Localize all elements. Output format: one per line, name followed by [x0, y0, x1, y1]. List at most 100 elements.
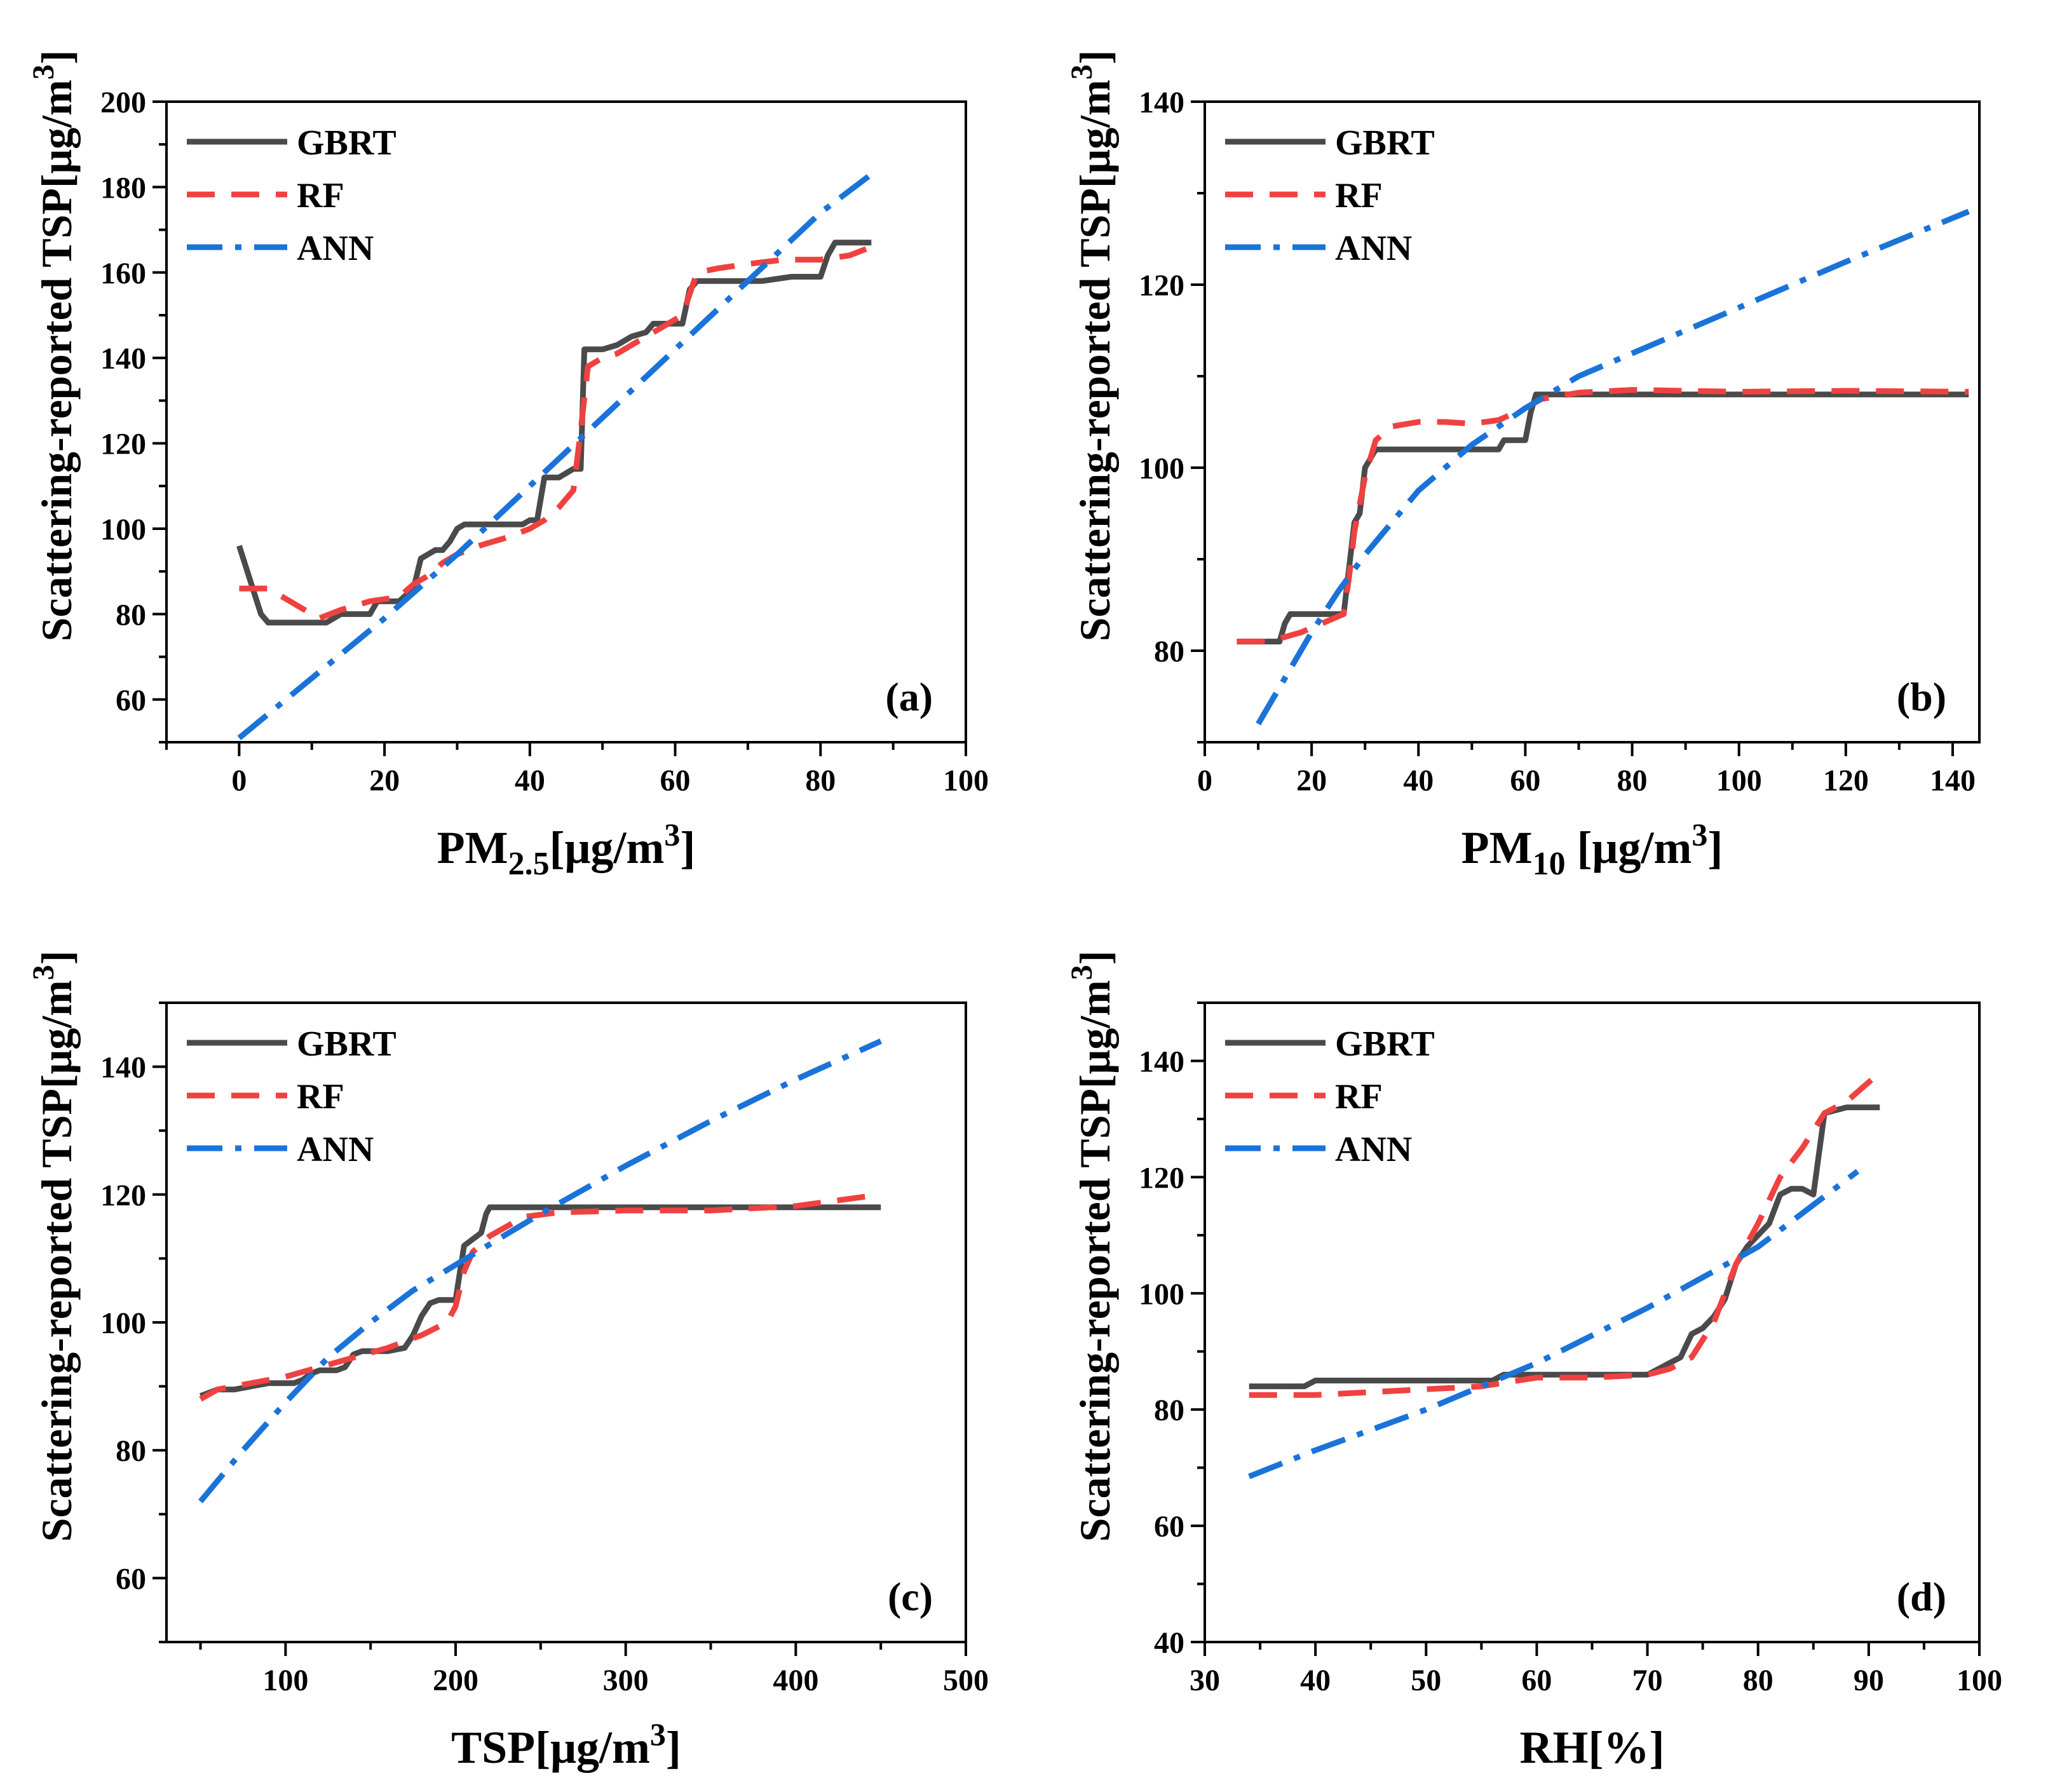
y-tick-label: 60	[116, 684, 146, 717]
x-label-sup: 3	[650, 1716, 666, 1752]
x-tick-label: 140	[1930, 764, 1976, 798]
x-tick-label: 500	[943, 1664, 989, 1697]
legend-label-ann: ANN	[1335, 229, 1412, 268]
y-label-close: ]	[32, 50, 81, 65]
x-tick-label: 0	[231, 764, 247, 798]
series-line-gbrt	[199, 1204, 881, 1399]
legend-label-rf: RF	[297, 176, 344, 215]
panel-label: (b)	[1897, 674, 1946, 719]
y-axis-label: Scattering-reported TSP[μg/m3]	[1065, 50, 1119, 642]
x-axis-label: TSP[μg/m3]	[451, 1716, 681, 1773]
series-line-gbrt	[1249, 1104, 1880, 1390]
x-axis-label: PM10 [μg/m3]	[1461, 817, 1723, 882]
y-tick-label: 140	[100, 1051, 146, 1085]
legend-label-gbrt: GBRT	[1335, 1024, 1435, 1064]
legend-label-gbrt: GBRT	[297, 123, 397, 163]
x-tick-label: 200	[433, 1664, 478, 1697]
legend-label-rf: RF	[1335, 176, 1383, 215]
series-line-ann	[237, 172, 874, 740]
y-label-close: ]	[32, 951, 81, 965]
y-label-main: Scattering-reported TSP[μg/m	[1071, 79, 1119, 641]
y-tick-label: 180	[100, 171, 146, 205]
x-label-sub: 2.5	[508, 846, 550, 882]
series-line-rf	[199, 1191, 881, 1402]
legend-label-ann: ANN	[297, 229, 374, 268]
y-tick-label: 140	[1139, 86, 1184, 119]
x-axis-label: PM2.5[μg/m3]	[437, 817, 696, 882]
y-tick-label: 120	[1139, 1161, 1184, 1195]
legend-label-ann: ANN	[297, 1130, 374, 1169]
panel-label: (a)	[885, 674, 933, 719]
x-tick-label: 120	[1823, 764, 1869, 798]
x-tick-label: 40	[1300, 1664, 1331, 1697]
legend-label-gbrt: GBRT	[1335, 123, 1435, 163]
series-line-ann	[1256, 208, 1970, 726]
y-label-sup: 3	[1065, 965, 1099, 980]
x-tick-label: 50	[1411, 1664, 1441, 1697]
y-tick-label: 200	[100, 86, 146, 119]
x-tick-label: 80	[805, 764, 836, 798]
x-tick-label: 400	[773, 1664, 818, 1697]
x-label-unit: [μg/m	[1566, 822, 1692, 873]
x-label-main: RH[%]	[1520, 1722, 1665, 1773]
x-axis-label: RH[%]	[1520, 1722, 1665, 1773]
y-tick-label: 80	[1154, 635, 1184, 669]
x-label-sup: 3	[664, 817, 680, 852]
y-label-sup: 3	[27, 965, 60, 980]
panel-label: (d)	[1897, 1574, 1946, 1619]
y-tick-label: 100	[100, 513, 146, 546]
chart-panel-1: 0 20 40 60 80 100 120 140 80 100 120 140 GBRT RF ANN (b…	[1065, 50, 1981, 882]
y-tick-label: 60	[116, 1562, 146, 1596]
y-label-close: ]	[1071, 951, 1119, 965]
y-tick-label: 140	[100, 342, 146, 376]
plot-frame	[1204, 100, 1981, 743]
x-tick-label: 60	[1521, 1664, 1552, 1697]
series-line-gbrt	[236, 240, 872, 626]
x-tick-label: 60	[1510, 764, 1540, 798]
x-tick-label: 300	[603, 1664, 649, 1697]
plot-frame	[165, 100, 967, 743]
y-axis-label: Scattering-reported TSP[μg/m3]	[1065, 951, 1119, 1542]
series-line-rf	[1237, 387, 1969, 645]
y-tick-label: 80	[116, 1434, 146, 1468]
x-tick-label: 100	[262, 1664, 308, 1697]
y-tick-label: 100	[1139, 1277, 1184, 1311]
series-line-ann	[198, 1038, 883, 1504]
y-tick-label: 100	[100, 1307, 146, 1340]
y-tick-label: 120	[100, 428, 146, 461]
y-label-sup: 3	[1065, 64, 1099, 79]
x-label-sub: 10	[1533, 846, 1566, 882]
legend-label-rf: RF	[1335, 1077, 1383, 1117]
series-line-ann	[1248, 1169, 1860, 1479]
x-label-main: TSP	[451, 1722, 535, 1773]
y-tick-label: 140	[1139, 1045, 1184, 1078]
x-tick-label: 70	[1632, 1664, 1663, 1697]
y-tick-label: 60	[1154, 1510, 1184, 1544]
y-label-main: Scattering-reported TSP[μg/m	[1071, 980, 1119, 1542]
chart-panel-0: 0 20 40 60 80 100 60 80 100 120 140 160 180 200 GBRT RF…	[27, 50, 989, 882]
y-tick-label: 80	[1154, 1394, 1184, 1427]
y-tick-label: 80	[116, 598, 146, 632]
series-line-rf	[239, 244, 872, 621]
x-label-unit: [μg/m	[535, 1722, 650, 1773]
x-tick-label: 20	[369, 764, 400, 798]
y-tick-label: 120	[100, 1179, 146, 1212]
x-label-sup: 3	[1692, 817, 1707, 852]
y-tick-label: 160	[100, 257, 146, 290]
chart-panel-2: 100 200 300 400 500 60 80 100 120 140 GBRT RF ANN (c)…	[27, 951, 989, 1773]
y-label-close: ]	[1071, 50, 1119, 65]
x-tick-label: 90	[1854, 1664, 1884, 1697]
x-label-unit: [μg/m	[550, 822, 665, 873]
series-line-gbrt	[1237, 391, 1969, 645]
y-axis-label: Scattering-reported TSP[μg/m3]	[27, 50, 81, 642]
y-label-main: Scattering-reported TSP[μg/m	[32, 980, 81, 1542]
legend-label-ann: ANN	[1335, 1130, 1412, 1169]
x-tick-label: 80	[1617, 764, 1648, 798]
y-label-sup: 3	[27, 64, 60, 79]
x-tick-label: 100	[1956, 1664, 2002, 1697]
legend-label-gbrt: GBRT	[297, 1024, 397, 1064]
panel-label: (c)	[888, 1574, 933, 1619]
x-tick-label: 60	[660, 764, 691, 798]
